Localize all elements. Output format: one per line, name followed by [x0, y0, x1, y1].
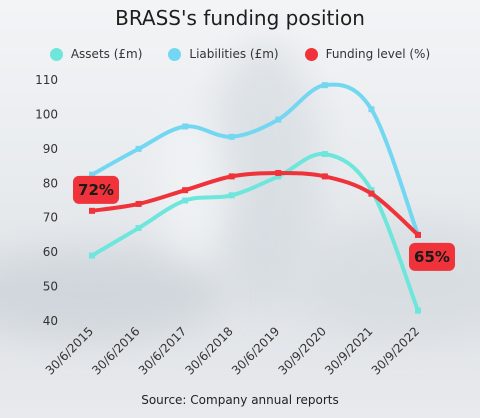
legend-item-funding-level: Funding level (%)	[304, 47, 431, 61]
data-point-funding-level	[368, 190, 375, 197]
legend-swatch-liabilities	[168, 47, 182, 61]
y-tick-label: 80	[43, 176, 58, 190]
x-tick-label: 30/9/2021	[322, 324, 375, 377]
legend-item-assets: Assets (£m)	[49, 47, 143, 61]
data-point-funding-level	[182, 187, 189, 194]
data-point-funding-level	[89, 207, 95, 214]
data-point-assets	[415, 307, 421, 314]
y-tick-label: 100	[35, 107, 58, 121]
data-point-funding-level	[228, 173, 235, 180]
data-point-assets	[275, 173, 282, 180]
data-point-assets	[135, 225, 142, 232]
chart-source: Source: Company annual reports	[141, 393, 339, 407]
data-point-liabilities	[275, 116, 282, 123]
data-point-funding-level	[135, 200, 142, 207]
annotation-badge	[409, 242, 455, 271]
series-line-funding-level	[90, 170, 420, 237]
data-point-liabilities	[89, 171, 95, 178]
x-tick-label: 30/6/2016	[89, 324, 142, 377]
data-point-assets	[182, 197, 189, 204]
series-line-liabilities	[90, 82, 420, 237]
x-tick-label: 30/6/2019	[229, 324, 282, 377]
data-point-assets	[321, 151, 328, 158]
legend-swatch-funding-level	[304, 47, 318, 61]
data-point-liabilities	[228, 133, 235, 140]
legend-label-assets: Assets (£m)	[70, 47, 143, 61]
legend-swatch-assets	[49, 47, 63, 61]
x-tick-label: 30/6/2015	[43, 324, 96, 377]
x-tick-label: 30/6/2018	[182, 324, 235, 377]
annotation-label: 65%	[414, 248, 450, 266]
y-tick-label: 50	[43, 280, 58, 294]
chart-legend: Assets (£m) Liabilities (£m) Funding lev…	[0, 47, 480, 61]
y-tick-label: 60	[43, 245, 58, 259]
legend-label-liabilities: Liabilities (£m)	[189, 47, 279, 61]
data-point-assets	[368, 187, 375, 194]
data-point-liabilities	[368, 106, 375, 113]
data-point-funding-level	[275, 169, 282, 176]
y-tick-label: 40	[43, 314, 58, 328]
legend-label-funding-level: Funding level (%)	[325, 47, 431, 61]
data-point-assets	[89, 252, 95, 259]
data-point-liabilities	[135, 145, 142, 152]
series-line-assets	[90, 152, 420, 313]
y-tick-label: 110	[35, 73, 58, 87]
x-tick-label: 30/6/2017	[136, 324, 189, 377]
chart-title: BRASS's funding position	[115, 6, 365, 30]
legend-item-liabilities: Liabilities (£m)	[168, 47, 279, 61]
data-point-assets	[228, 192, 235, 199]
data-point-funding-level	[321, 173, 328, 180]
annotation-badge	[73, 175, 119, 204]
data-point-liabilities	[182, 123, 189, 130]
y-tick-label: 90	[43, 142, 58, 156]
x-tick-label: 30/9/2020	[276, 324, 329, 377]
y-tick-label: 70	[43, 211, 58, 225]
data-point-liabilities	[321, 82, 328, 89]
annotation-label: 72%	[78, 181, 114, 199]
data-point-funding-level	[415, 231, 421, 238]
x-tick-label: 30/9/2022	[369, 324, 422, 377]
